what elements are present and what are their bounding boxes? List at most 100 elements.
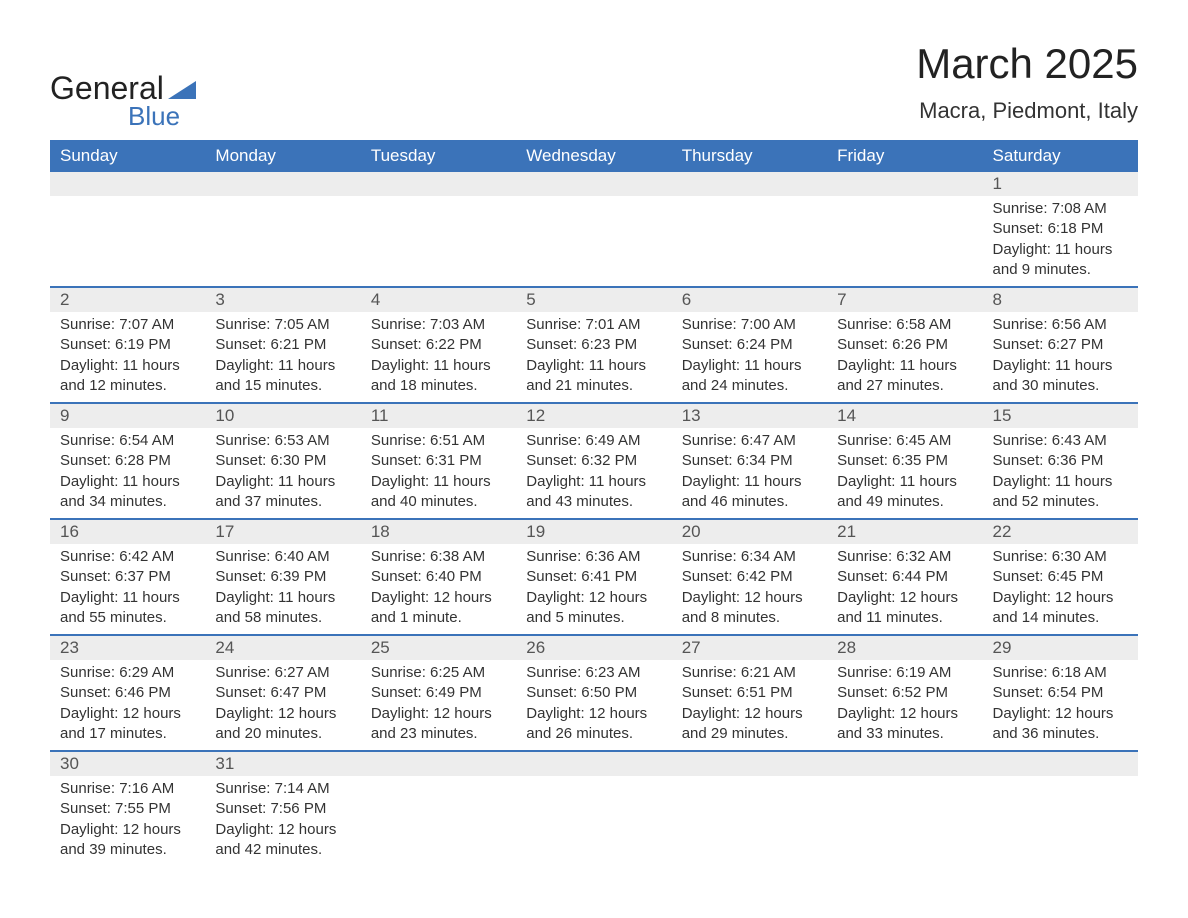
day-cell: Sunrise: 6:29 AMSunset: 6:46 PMDaylight:… [50, 660, 205, 750]
page-header: General Blue March 2025 Macra, Piedmont,… [50, 40, 1138, 132]
sunrise-text: Sunrise: 6:27 AM [215, 663, 350, 683]
sunrise-text: Sunrise: 7:14 AM [215, 779, 350, 799]
weekday-header: Thursday [672, 140, 827, 172]
day-cell: Sunrise: 6:34 AMSunset: 6:42 PMDaylight:… [672, 544, 827, 634]
weekday-header: Tuesday [361, 140, 516, 172]
daylight-text: Daylight: 11 hours and 37 minutes. [215, 472, 350, 513]
sunset-text: Sunset: 6:32 PM [526, 451, 661, 471]
empty-day-bar [205, 172, 360, 196]
day-number: 28 [827, 634, 982, 660]
sunset-text: Sunset: 7:55 PM [60, 799, 195, 819]
sunrise-text: Sunrise: 6:23 AM [526, 663, 661, 683]
daylight-text: Daylight: 11 hours and 58 minutes. [215, 588, 350, 629]
sunrise-text: Sunrise: 6:32 AM [837, 547, 972, 567]
day-number: 31 [205, 750, 360, 776]
empty-day-bar [50, 172, 205, 196]
calendar-body: 1 Sunrise: 7:08 AMSunset: 6:18 PMDayligh… [50, 172, 1138, 866]
empty-day-body [50, 196, 205, 225]
sunset-text: Sunset: 6:27 PM [993, 335, 1128, 355]
day-cell: Sunrise: 6:32 AMSunset: 6:44 PMDaylight:… [827, 544, 982, 634]
week-body-row: Sunrise: 6:29 AMSunset: 6:46 PMDaylight:… [50, 660, 1138, 750]
week-body-row: Sunrise: 6:54 AMSunset: 6:28 PMDaylight:… [50, 428, 1138, 518]
day-number: 23 [50, 634, 205, 660]
day-number: 29 [983, 634, 1138, 660]
sunrise-text: Sunrise: 7:07 AM [60, 315, 195, 335]
sunset-text: Sunset: 6:26 PM [837, 335, 972, 355]
daylight-text: Daylight: 12 hours and 20 minutes. [215, 704, 350, 745]
day-number: 16 [50, 518, 205, 544]
location-label: Macra, Piedmont, Italy [916, 98, 1138, 124]
sunrise-text: Sunrise: 7:16 AM [60, 779, 195, 799]
weekday-header: Wednesday [516, 140, 671, 172]
sunrise-text: Sunrise: 6:45 AM [837, 431, 972, 451]
empty-day-bar [516, 750, 671, 776]
sunset-text: Sunset: 6:18 PM [993, 219, 1128, 239]
day-number: 3 [205, 286, 360, 312]
daylight-text: Daylight: 12 hours and 17 minutes. [60, 704, 195, 745]
day-cell: Sunrise: 6:25 AMSunset: 6:49 PMDaylight:… [361, 660, 516, 750]
day-number: 18 [361, 518, 516, 544]
week-daynum-row: 9101112131415 [50, 402, 1138, 428]
sunrise-text: Sunrise: 6:40 AM [215, 547, 350, 567]
sunset-text: Sunset: 6:37 PM [60, 567, 195, 587]
sunrise-text: Sunrise: 6:56 AM [993, 315, 1128, 335]
week-daynum-row: 23242526272829 [50, 634, 1138, 660]
day-number: 5 [516, 286, 671, 312]
empty-day-bar [361, 750, 516, 776]
week-daynum-row: 1 [50, 172, 1138, 196]
day-cell: Sunrise: 6:58 AMSunset: 6:26 PMDaylight:… [827, 312, 982, 402]
title-block: March 2025 Macra, Piedmont, Italy [916, 40, 1138, 124]
day-number: 10 [205, 402, 360, 428]
sunrise-text: Sunrise: 7:00 AM [682, 315, 817, 335]
sunrise-text: Sunrise: 6:53 AM [215, 431, 350, 451]
sunrise-text: Sunrise: 6:47 AM [682, 431, 817, 451]
sunrise-text: Sunrise: 7:01 AM [526, 315, 661, 335]
sunrise-text: Sunrise: 6:36 AM [526, 547, 661, 567]
empty-day-bar [672, 172, 827, 196]
day-number: 8 [983, 286, 1138, 312]
empty-day-bar [827, 750, 982, 776]
daylight-text: Daylight: 11 hours and 43 minutes. [526, 472, 661, 513]
sunset-text: Sunset: 6:54 PM [993, 683, 1128, 703]
daylight-text: Daylight: 11 hours and 52 minutes. [993, 472, 1128, 513]
sunrise-text: Sunrise: 6:25 AM [371, 663, 506, 683]
sunrise-text: Sunrise: 6:18 AM [993, 663, 1128, 683]
empty-day-bar [983, 750, 1138, 776]
sunset-text: Sunset: 6:23 PM [526, 335, 661, 355]
sunset-text: Sunset: 6:46 PM [60, 683, 195, 703]
day-number: 7 [827, 286, 982, 312]
day-cell: Sunrise: 6:42 AMSunset: 6:37 PMDaylight:… [50, 544, 205, 634]
sunrise-text: Sunrise: 6:54 AM [60, 431, 195, 451]
weekday-header: Friday [827, 140, 982, 172]
sunset-text: Sunset: 6:39 PM [215, 567, 350, 587]
logo: General Blue [50, 70, 196, 132]
sunset-text: Sunset: 6:36 PM [993, 451, 1128, 471]
day-cell: Sunrise: 6:38 AMSunset: 6:40 PMDaylight:… [361, 544, 516, 634]
day-cell: Sunrise: 6:45 AMSunset: 6:35 PMDaylight:… [827, 428, 982, 518]
day-number: 27 [672, 634, 827, 660]
sunrise-text: Sunrise: 6:19 AM [837, 663, 972, 683]
sunset-text: Sunset: 6:30 PM [215, 451, 350, 471]
empty-day-bar [672, 750, 827, 776]
day-cell: Sunrise: 6:49 AMSunset: 6:32 PMDaylight:… [516, 428, 671, 518]
calendar-table: SundayMondayTuesdayWednesdayThursdayFrid… [50, 140, 1138, 866]
week-body-row: Sunrise: 7:08 AMSunset: 6:18 PMDaylight:… [50, 196, 1138, 286]
empty-day-bar [516, 172, 671, 196]
sunset-text: Sunset: 6:24 PM [682, 335, 817, 355]
sunrise-text: Sunrise: 7:08 AM [993, 199, 1128, 219]
day-number: 30 [50, 750, 205, 776]
sunset-text: Sunset: 6:45 PM [993, 567, 1128, 587]
empty-day-body [827, 196, 982, 225]
empty-day-body [205, 196, 360, 225]
week-body-row: Sunrise: 7:07 AMSunset: 6:19 PMDaylight:… [50, 312, 1138, 402]
daylight-text: Daylight: 11 hours and 34 minutes. [60, 472, 195, 513]
daylight-text: Daylight: 11 hours and 18 minutes. [371, 356, 506, 397]
sunrise-text: Sunrise: 7:03 AM [371, 315, 506, 335]
sunrise-text: Sunrise: 6:42 AM [60, 547, 195, 567]
day-number: 4 [361, 286, 516, 312]
day-number: 26 [516, 634, 671, 660]
day-cell: Sunrise: 7:07 AMSunset: 6:19 PMDaylight:… [50, 312, 205, 402]
daylight-text: Daylight: 11 hours and 40 minutes. [371, 472, 506, 513]
sunset-text: Sunset: 6:22 PM [371, 335, 506, 355]
day-number: 6 [672, 286, 827, 312]
